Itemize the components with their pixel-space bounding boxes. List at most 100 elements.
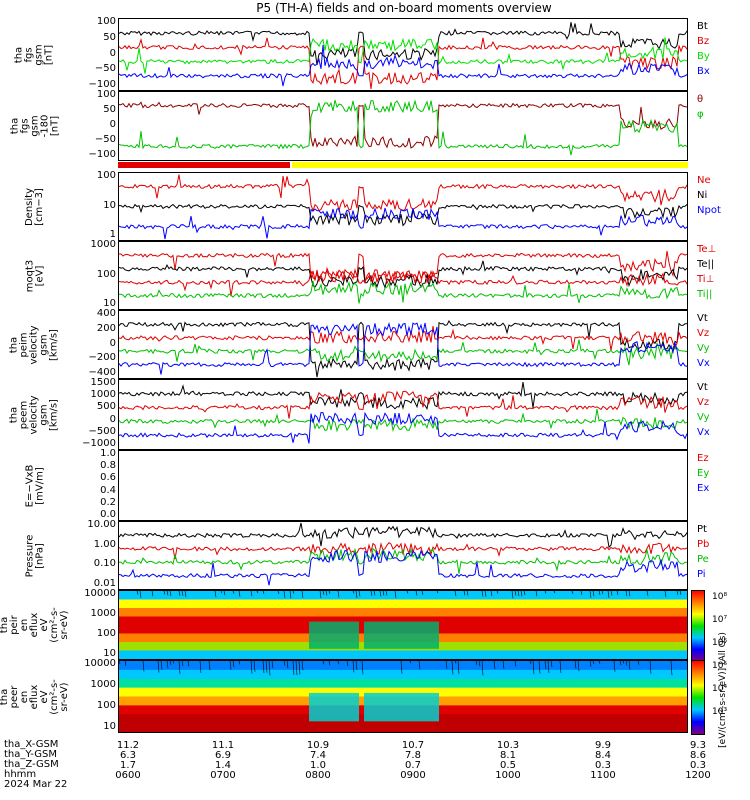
xaxis-value: 0.3 [595, 760, 611, 771]
spectrogram-noise [328, 661, 331, 666]
spectrogram-noise [535, 591, 538, 597]
spectrogram-noise [139, 591, 142, 598]
spectrogram-noise [325, 591, 328, 596]
spectrogram-noise [625, 591, 628, 597]
spectrogram-noise [277, 591, 280, 595]
spectrogram-noise [451, 661, 454, 675]
spectrogram-noise [220, 591, 223, 594]
ytick-vi: 400 [96, 308, 116, 319]
legend-entry: Vy [697, 343, 710, 354]
spectrogram-noise [580, 591, 583, 595]
legend-entry: Pb [697, 539, 710, 550]
ytick-temp: 100 [96, 268, 116, 280]
xaxis-value: 9.9 [595, 740, 611, 751]
spectrogram-noise [679, 591, 682, 595]
spectrogram-noise [406, 591, 409, 594]
ylabel-efield: E=−VxB [mV/m] [23, 464, 45, 507]
ylabel-fgs_polar: tha fgs gsm -180 [nT] [8, 114, 60, 138]
colorbar-label: 10⁷ [712, 615, 728, 625]
xaxis-value: 0800 [305, 770, 331, 781]
spectrogram-band [119, 678, 687, 689]
legend-entry: Vy [697, 412, 710, 423]
spectrogram-noise [328, 591, 331, 594]
ytick-vi: −400 [88, 367, 116, 378]
spectrogram-noise [418, 661, 421, 670]
legend-density: Ne Ni Npot [697, 174, 721, 219]
legend-entry: By [697, 51, 710, 62]
spectrogram-noise [436, 591, 439, 594]
xaxis-value: 8.1 [500, 750, 516, 761]
spectrogram-noise [490, 591, 493, 597]
spectrogram-noise [475, 661, 478, 665]
legend-entry: Ti|| [697, 289, 713, 300]
series-temp-Te|| [119, 260, 687, 290]
spectrogram-noise [223, 591, 226, 596]
legend-fgs: Bt Bz By Bx [697, 20, 710, 80]
colorbar [691, 660, 705, 735]
ytick-density: 100 [96, 170, 116, 181]
ytick-temp: 1000 [90, 239, 116, 250]
spectrogram-noise [637, 661, 640, 665]
series-ve-Vy [119, 408, 687, 433]
spectrogram-noise [598, 661, 601, 664]
spectrogram-noise [553, 591, 556, 594]
legend-entry: Bz [697, 36, 710, 47]
ytick-fgs: 0 [109, 47, 116, 59]
spectrogram-noise [208, 661, 211, 671]
ylabel-fgs: tha fgs gsm [nT] [14, 43, 55, 66]
spectrogram-noise [346, 661, 349, 667]
xaxis-value: 1.7 [120, 760, 136, 771]
page-title: P5 (TH-A) fields and on-board moments ov… [256, 1, 552, 15]
spectrogram-noise [119, 661, 121, 664]
spectrogram-noise [517, 591, 520, 597]
spectrogram-noise [292, 591, 295, 594]
spectrogram-noise [511, 591, 514, 599]
spectrogram-noise [613, 661, 616, 672]
xaxis-value: 7.8 [405, 750, 421, 761]
ylabel-vi: tha peim velocity gsm [km/s] [9, 324, 60, 365]
spectrogram-region [309, 692, 359, 722]
spectrogram-noise [610, 591, 613, 596]
colorbar-label: 10³ [712, 707, 728, 717]
ylabel-peer: tha peer en eflux eV (cm²-s- sr-eV) [0, 678, 70, 715]
spectrogram-noise [337, 591, 340, 598]
spectrogram-noise [250, 591, 253, 597]
xaxis-value: 8.6 [690, 750, 706, 761]
ytick-fgs: −50 [94, 63, 116, 75]
series-fgs-Bx [119, 45, 687, 87]
spectrogram-noise [136, 591, 139, 595]
xaxis-value: 0.3 [690, 760, 706, 771]
xaxis-value: 0.7 [405, 760, 421, 771]
spectrogram-noise [478, 661, 481, 667]
ytick-ve: 1500 [90, 377, 116, 388]
spectrogram-noise [355, 591, 358, 599]
spectrogram-noise [670, 661, 673, 676]
xaxis-value: 7.4 [310, 750, 326, 761]
xaxis-value: 0600 [115, 770, 141, 781]
xaxis-value: 1200 [685, 770, 711, 781]
series-vi-Vt [119, 320, 687, 378]
spectrogram-noise [664, 591, 667, 597]
spectrogram-noise [457, 661, 460, 674]
series-ve-Vt [119, 382, 687, 411]
panel-fgs_polar [118, 91, 688, 161]
spectrogram-noise [229, 661, 232, 670]
spectrogram-band [119, 669, 687, 680]
ylabel-ve: tha peem velocity gsm [km/s] [9, 394, 60, 435]
spectrogram-noise [337, 661, 340, 665]
ytick-fgs: −100 [88, 79, 116, 90]
spectrogram-noise [178, 591, 181, 596]
spectrogram-noise [379, 591, 382, 597]
panel-ve [118, 379, 688, 450]
spectrogram-noise [250, 661, 253, 674]
spectrogram-noise [169, 591, 172, 597]
spectrogram-noise [592, 591, 595, 597]
ytick-fgs_polar: −50 [94, 134, 116, 145]
colorbar [691, 590, 705, 662]
series-pressure-Pb [119, 542, 687, 560]
series-pressure-Pi [119, 549, 687, 586]
spectrogram-noise [577, 661, 580, 672]
xaxis-value: 10.7 [401, 740, 425, 751]
xaxis-value: 11.1 [211, 740, 235, 751]
spectrogram-noise [628, 591, 631, 597]
